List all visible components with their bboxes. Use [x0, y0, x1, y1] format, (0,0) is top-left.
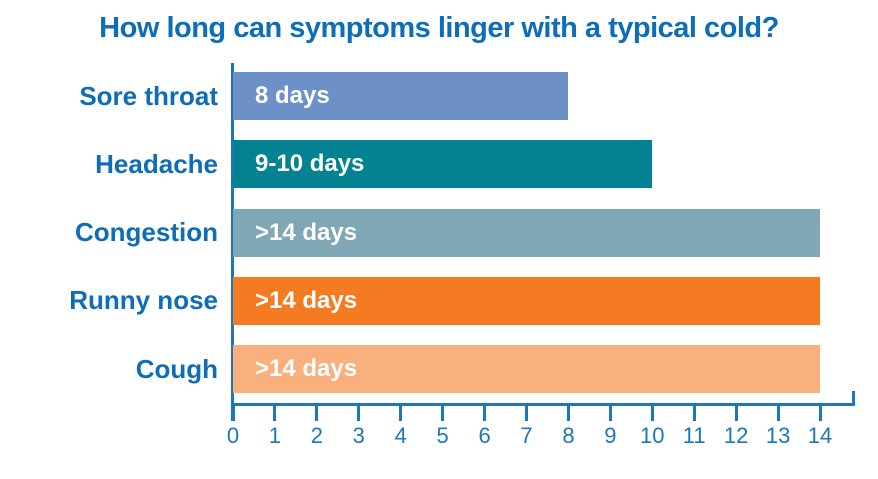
x-axis-tick-label-8: 8 [562, 423, 575, 448]
x-axis-tick-label-11: 11 [682, 423, 706, 448]
x-axis-tick-label-14: 14 [807, 423, 833, 448]
x-axis-tick-5 [441, 403, 445, 421]
y-axis-line [231, 63, 234, 421]
bar-value-label: >14 days [255, 218, 358, 246]
chart-title: How long can symptoms linger with a typi… [99, 12, 779, 44]
bar-value-label: 9-10 days [255, 150, 365, 178]
bar-value-label: >14 days [255, 286, 358, 314]
x-axis-tick-label-2: 2 [310, 423, 323, 448]
x-axis-tick-label-4: 4 [394, 423, 407, 448]
x-axis-tick-2 [315, 403, 319, 421]
category-label-congestion: Congestion [75, 217, 218, 247]
x-axis-tick-13 [776, 403, 780, 421]
bar-headache: 9-10 days [233, 140, 652, 189]
x-axis-tick-label-6: 6 [478, 423, 491, 448]
x-axis-line [231, 403, 855, 406]
x-axis-tick-label-1: 1 [268, 423, 282, 448]
x-axis-tick-9 [608, 403, 612, 421]
bar-sore-throat: 8 days [233, 72, 568, 120]
x-axis-tick-6 [483, 403, 487, 421]
category-label-runny-nose: Runny nose [69, 285, 218, 316]
x-axis-tick-label-10: 10 [640, 423, 665, 448]
x-axis-tick-label-0: 0 [226, 423, 240, 448]
x-axis-tick-label-13: 13 [765, 423, 791, 448]
category-label-cough: Cough [135, 353, 218, 384]
x-axis-tick-label-3: 3 [352, 423, 365, 448]
x-axis-tick-label-12: 12 [723, 423, 749, 448]
x-axis-tick-12 [734, 403, 738, 421]
bar-congestion: >14 days [233, 208, 820, 257]
category-label-headache: Headache [95, 148, 218, 179]
x-axis-endcap [852, 391, 855, 406]
x-axis-tick-10 [650, 403, 654, 421]
x-axis-tick-3 [357, 403, 361, 421]
x-axis-tick-4 [399, 403, 403, 421]
bar-value-label: 8 days [255, 82, 330, 109]
x-axis-tick-14 [818, 403, 822, 421]
bar-value-label: >14 days [255, 355, 358, 382]
x-axis-tick-11 [692, 403, 696, 421]
x-axis-tick-7 [525, 403, 528, 421]
x-axis-tick-0 [231, 403, 235, 421]
x-axis-tick-label-7: 7 [520, 423, 533, 448]
x-axis-tick-1 [273, 403, 277, 421]
x-axis-tick-label-9: 9 [604, 423, 617, 448]
x-axis-tick-label-5: 5 [436, 423, 449, 448]
x-axis-tick-8 [566, 403, 570, 421]
bar-cough: >14 days [233, 345, 820, 393]
category-label-sore-throat: Sore throat [79, 80, 218, 111]
bar-runny-nose: >14 days [233, 276, 820, 325]
